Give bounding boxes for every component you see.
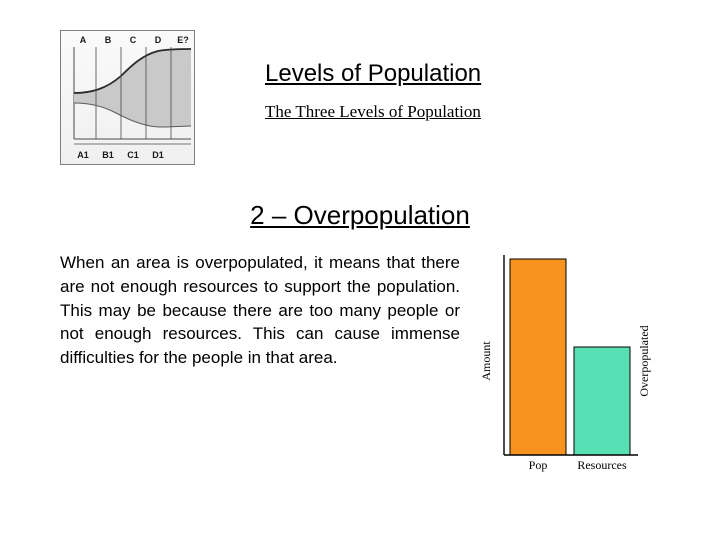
title-block: Levels of Population The Three Levels of… — [195, 30, 680, 122]
svg-text:D: D — [155, 35, 162, 45]
svg-text:C: C — [130, 35, 137, 45]
svg-text:Resources: Resources — [577, 458, 627, 472]
svg-text:B1: B1 — [102, 150, 114, 160]
svg-text:D1: D1 — [152, 150, 164, 160]
svg-text:A: A — [80, 35, 87, 45]
svg-text:B: B — [105, 35, 112, 45]
svg-text:Overpopulated: Overpopulated — [637, 325, 651, 396]
page-subtitle: The Three Levels of Population — [265, 102, 680, 122]
svg-text:E?: E? — [177, 35, 189, 45]
dtm-chart-thumbnail: A B C D E? A1 B1 C1 D1 — [60, 30, 195, 165]
svg-text:A1: A1 — [77, 150, 89, 160]
svg-text:C1: C1 — [127, 150, 139, 160]
section-heading: 2 – Overpopulation — [0, 200, 720, 231]
page-title: Levels of Population — [265, 60, 680, 88]
svg-text:Amount: Amount — [480, 341, 493, 381]
svg-text:Pop: Pop — [529, 458, 548, 472]
overpopulation-bar-chart: Pop Resources Amount Overpopulated — [480, 251, 655, 481]
body-paragraph: When an area is overpopulated, it means … — [60, 251, 480, 370]
